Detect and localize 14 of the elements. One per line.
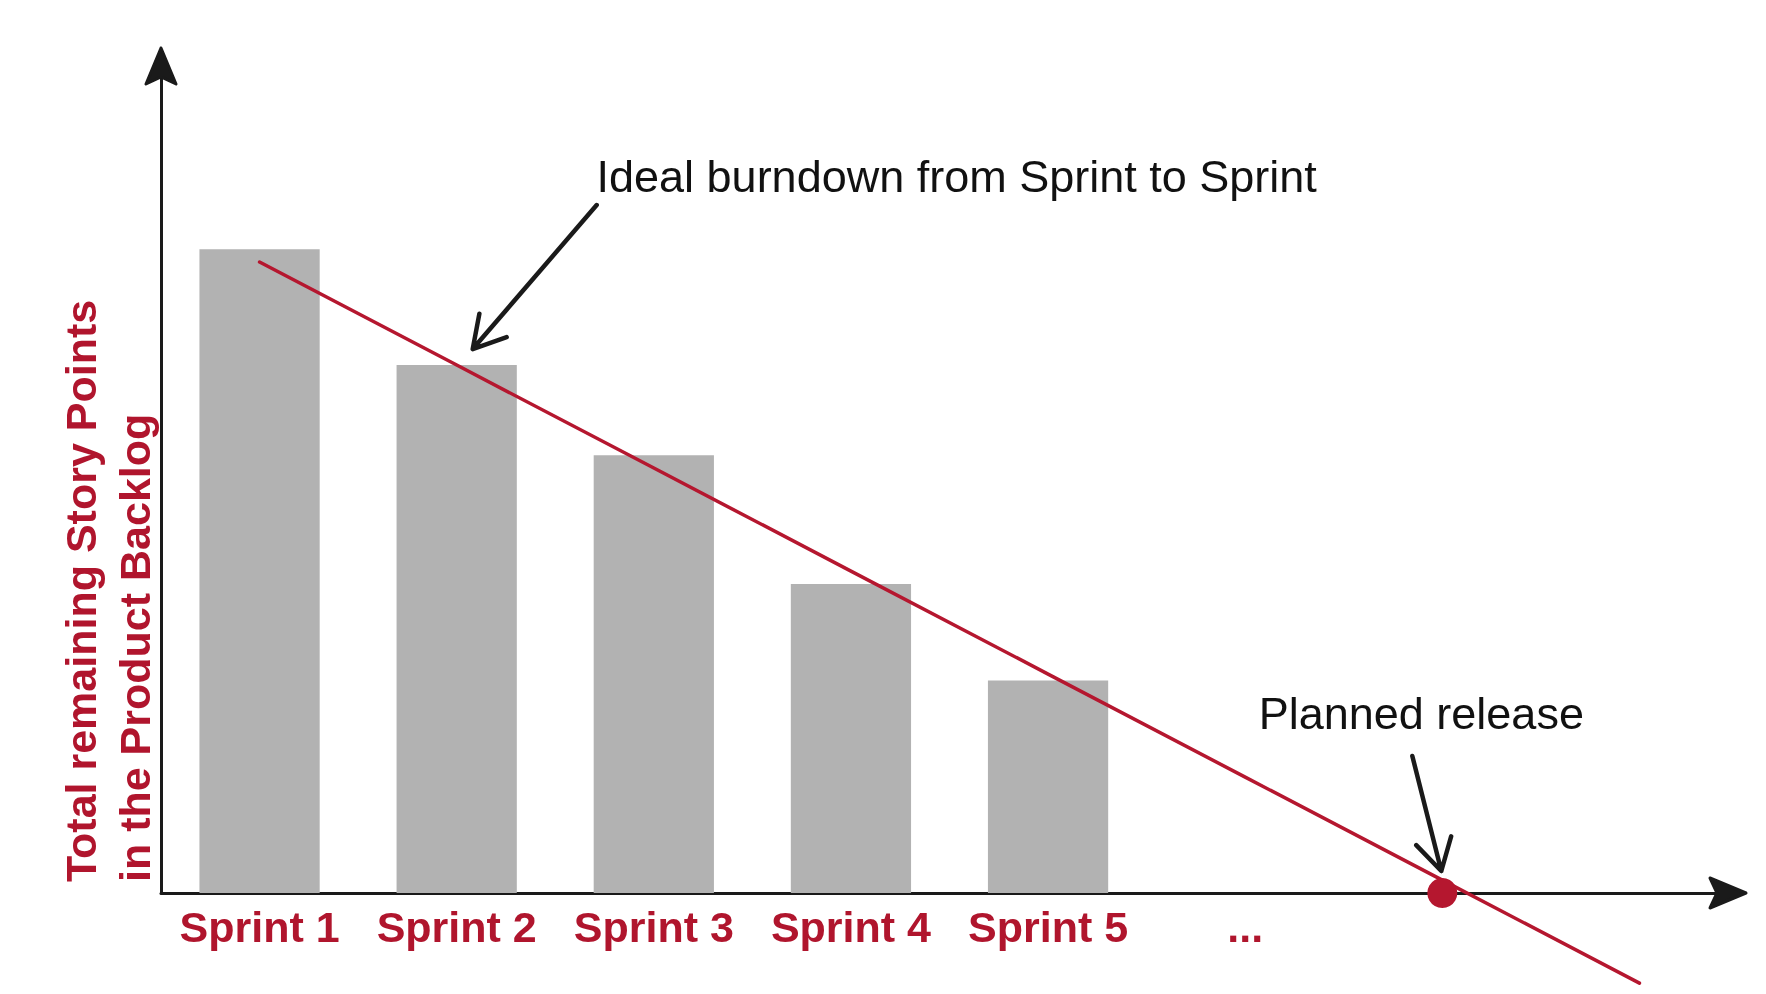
x-tick-label: Sprint 4 [770,902,932,951]
x-tick-label: Sprint 3 [573,902,734,951]
bar [987,680,1109,893]
bar [199,249,320,893]
x-tick-label: Sprint 2 [376,902,537,951]
bar [396,365,517,893]
x-tick-label: ... [1227,902,1264,951]
bar [593,455,714,893]
x-tick-label: Sprint 1 [179,902,340,951]
annotation: Planned release [1258,687,1584,739]
bar [790,583,912,893]
text: Ideal burndown from Sprint to Sprint [596,150,1318,202]
y-axis-title: Total remaining Story Points in the Product Backlog [57,287,159,882]
x-tick-label: Sprint 5 [968,902,1129,951]
